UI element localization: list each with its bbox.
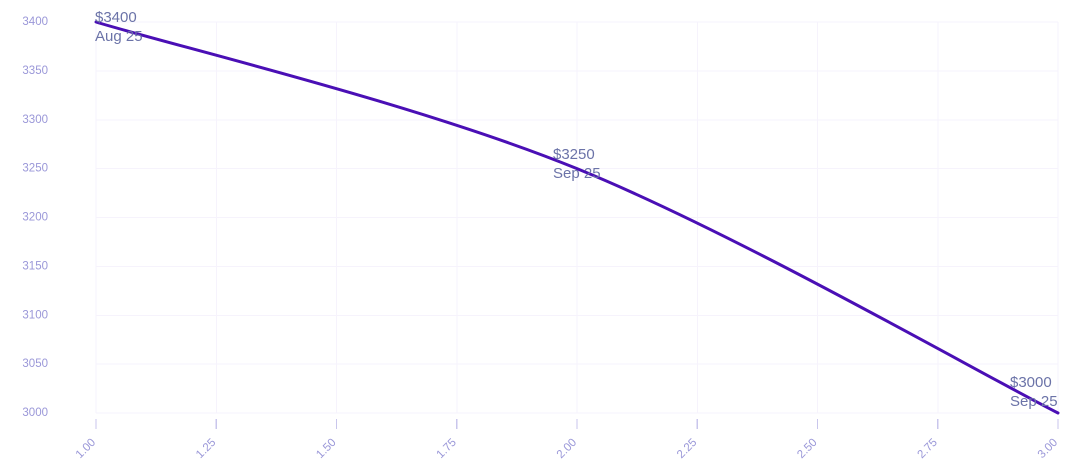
- y-tick-label: 3400: [22, 16, 48, 28]
- y-tick-label: 3300: [22, 114, 48, 126]
- annotation-point-3: $3000 Sep 25: [1010, 374, 1058, 410]
- series-line-price: [94, 20, 1060, 415]
- y-tick-label: 3050: [22, 358, 48, 370]
- y-tick-label: 3000: [22, 407, 48, 419]
- y-tick-label: 3250: [22, 163, 48, 175]
- annotation-point-1: $3400 Aug 25: [95, 9, 143, 45]
- point-2-value-label: $3250: [553, 146, 595, 163]
- y-tick-label: 3150: [22, 260, 48, 272]
- y-axis-tick-labels: 3400 3350 3300 3250 3200 3150 3100 3050 3000: [22, 16, 48, 419]
- point-3-date-label: Sep 25: [1010, 393, 1058, 410]
- annotation-point-2: $3250 Sep 25: [553, 146, 601, 182]
- point-1-value-label: $3400: [95, 9, 137, 26]
- point-3-value-label: $3000: [1010, 374, 1052, 391]
- x-axis-tickmarks: [95, 419, 1059, 429]
- y-tick-label: 3200: [22, 212, 48, 224]
- point-1-date-label: Aug 25: [95, 28, 143, 45]
- y-tick-label: 3100: [22, 309, 48, 321]
- y-tick-label: 3350: [22, 65, 48, 77]
- point-2-date-label: Sep 25: [553, 165, 601, 182]
